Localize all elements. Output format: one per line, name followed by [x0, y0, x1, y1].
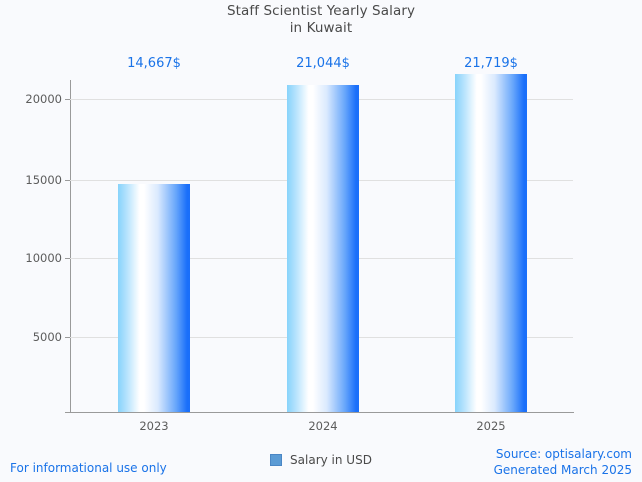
y-tick-label-20000: 20000	[25, 92, 62, 106]
x-category-label-2025: 2025	[476, 419, 506, 433]
chart-title-line1: Staff Scientist Yearly Salary	[226, 3, 416, 19]
y-tickmark-15000	[65, 180, 70, 181]
legend-item-salary[interactable]: Salary in USD	[270, 453, 372, 467]
chart-title-line2: in Kuwait	[289, 20, 353, 36]
x-category-label-2023: 2023	[139, 419, 169, 433]
y-gridline-group-0	[65, 412, 573, 413]
y-tickmark-10000	[65, 258, 70, 259]
y-tick-label-10000: 10000	[25, 251, 62, 265]
disclaimer-text: For informational use only	[10, 461, 167, 475]
x-axis-line	[70, 412, 574, 413]
y-tickmark-5000	[65, 337, 70, 338]
chart-title: Staff Scientist Yearly Salary in Kuwait	[0, 3, 642, 37]
y-tick-label-5000: 5000	[32, 330, 62, 344]
y-tickmark-0	[65, 412, 70, 413]
source-block: Source: optisalary.com Generated March 2…	[494, 447, 632, 478]
plot-area: 5000 10000 15000 20000	[25, 74, 573, 413]
source-text: Source: optisalary.com	[495, 447, 632, 461]
bar-2024[interactable]	[287, 85, 359, 412]
bar-2023[interactable]	[118, 184, 190, 412]
x-category-label-2024: 2024	[308, 419, 338, 433]
bar-2025[interactable]	[455, 74, 527, 412]
bar-value-label-2023: 14,667$	[127, 56, 181, 71]
legend-item-label: Salary in USD	[290, 453, 372, 467]
generated-text: Generated March 2025	[493, 462, 632, 477]
chart-legend: Salary in USD	[0, 453, 642, 469]
y-tickmark-20000	[65, 99, 70, 100]
y-axis-line	[70, 80, 71, 413]
y-tick-label-15000: 15000	[25, 173, 62, 187]
bar-value-label-2024: 21,044$	[296, 56, 350, 71]
bar-value-label-2025: 21,719$	[464, 56, 518, 71]
legend-swatch-icon	[270, 454, 283, 466]
